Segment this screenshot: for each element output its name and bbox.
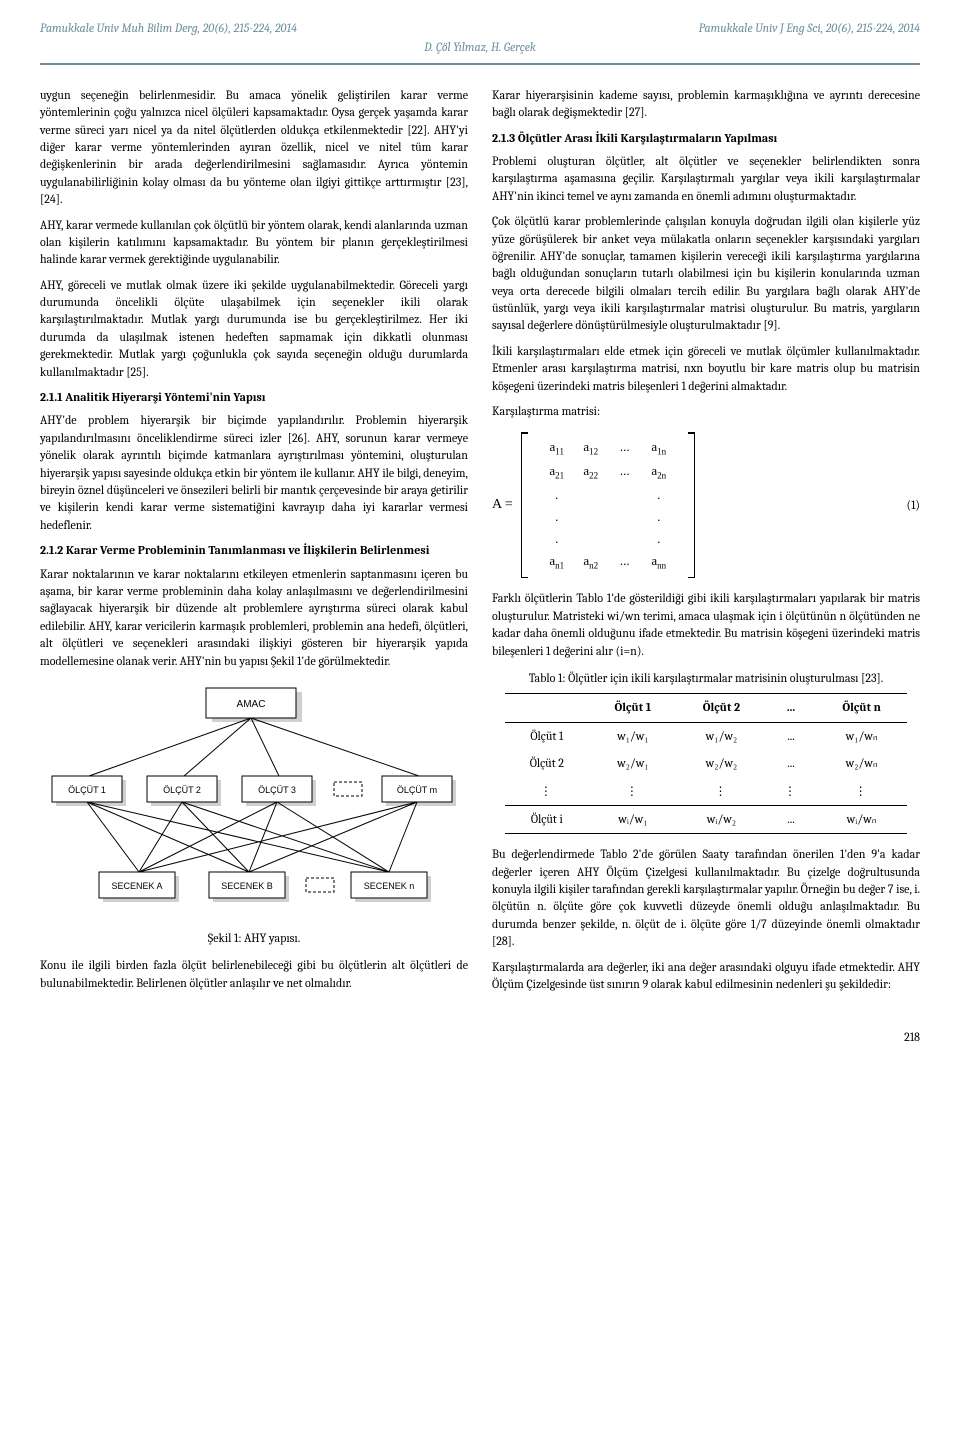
vdots: ⋮: [677, 778, 766, 806]
para: Bu değerlendirmede Tablo 2'de görülen Sa…: [492, 846, 920, 950]
equation-number: (1): [876, 497, 920, 514]
td: w₁/w₂: [677, 722, 766, 750]
criterion-2: ÖLÇÜT 2: [163, 785, 201, 795]
para: Problemi oluşturan ölçütler, alt ölçütle…: [492, 153, 920, 205]
td: wᵢ/w₂: [677, 805, 766, 833]
para: Karar noktalarının ve karar noktalarını …: [40, 566, 468, 670]
section-heading: 2.1.1 Analitik Hiyerarşi Yöntemi'nin Yap…: [40, 389, 468, 406]
para: AHY'de problem hiyerarşik bir biçimde ya…: [40, 412, 468, 534]
td: ...: [766, 750, 816, 777]
hierarchy-diagram: AMAC ÖLÇÜT 1 ÖLÇÜT 2: [44, 684, 464, 924]
td: Ölçüt 2: [505, 750, 589, 777]
figure-1-caption: Şekil 1: AHY yapısı.: [40, 930, 468, 947]
para: uygun seçeneğin belirlenmesidir. Bu amac…: [40, 87, 468, 209]
td: w₂/w₁: [589, 750, 677, 777]
option-n: SECENEK n: [364, 881, 415, 891]
author-names: D. Çöl Yılmaz, H. Gerçek: [40, 39, 920, 56]
table-1-pairwise-matrix: Ölçüt 1 Ölçüt 2 ... Ölçüt n Ölçüt 1 w₁/w…: [505, 693, 907, 834]
th: ...: [766, 694, 816, 722]
two-column-layout: uygun seçeneğin belirlenmesidir. Bu amac…: [40, 87, 920, 1002]
journal-ref-left: Pamukkale Univ Muh Bilim Derg, 20(6), 21…: [40, 20, 297, 37]
right-column: Karar hiyerarşisinin kademe sayısı, prob…: [492, 87, 920, 1002]
para: İkili karşılaştırmaları elde etmek için …: [492, 343, 920, 395]
td: Ölçüt i: [505, 805, 589, 833]
td: wᵢ/w₁: [589, 805, 677, 833]
td: wᵢ/wₙ: [816, 805, 907, 833]
td: w₂/wₙ: [816, 750, 907, 777]
th: [505, 694, 589, 722]
vdots: ⋮: [816, 778, 907, 806]
figure-1-ahy-hierarchy: AMAC ÖLÇÜT 1 ÖLÇÜT 2: [40, 684, 468, 947]
vdots: ⋮: [505, 778, 589, 806]
amac-label: AMAC: [237, 699, 266, 710]
criterion-3: ÖLÇÜT 3: [258, 785, 296, 795]
td: Ölçüt 1: [505, 722, 589, 750]
option-b: SECENEK B: [221, 881, 273, 891]
para: AHY, karar vermede kullanılan çok ölçütl…: [40, 217, 468, 269]
vdots: ⋮: [589, 778, 677, 806]
option-a: SECENEK A: [111, 881, 162, 891]
comparison-matrix: a11a12...a1n a21a22...a2n .. .. .. an1an…: [521, 432, 695, 578]
td: ...: [766, 722, 816, 750]
page-number: 218: [40, 1029, 920, 1046]
para: Konu ile ilgili birden fazla ölçüt belir…: [40, 957, 468, 992]
criterion-m: ÖLÇÜT m: [397, 785, 437, 795]
left-column: uygun seçeneğin belirlenmesidir. Bu amac…: [40, 87, 468, 1002]
para: AHY, göreceli ve mutlak olmak üzere iki …: [40, 277, 468, 381]
para: Karşılaştırmalarda ara değerler, iki ana…: [492, 959, 920, 994]
table-1-caption: Tablo 1: Ölçütler için ikili karşılaştır…: [492, 670, 920, 687]
running-header: Pamukkale Univ Muh Bilim Derg, 20(6), 21…: [40, 20, 920, 37]
td: w₂/w₂: [677, 750, 766, 777]
th: Ölçüt 1: [589, 694, 677, 722]
th: Ölçüt n: [816, 694, 907, 722]
section-heading: 2.1.2 Karar Verme Probleminin Tanımlanma…: [40, 542, 468, 559]
matrix-label: Karşılaştırma matrisi:: [492, 403, 920, 420]
criterion-1: ÖLÇÜT 1: [68, 785, 106, 795]
header-divider: [40, 63, 920, 65]
para: Karar hiyerarşisinin kademe sayısı, prob…: [492, 87, 920, 122]
para: Çok ölçütlü karar problemlerinde çalışıl…: [492, 213, 920, 335]
para: Farklı ölçütlerin Tablo 1'de gösterildiğ…: [492, 590, 920, 660]
equation-1: A = a11a12...a1n a21a22...a2n .. .. .. a…: [492, 432, 920, 578]
vdots: ⋮: [766, 778, 816, 806]
section-heading: 2.1.3 Ölçütler Arası İkili Karşılaştırma…: [492, 130, 920, 147]
td: w₁/wₙ: [816, 722, 907, 750]
td: w₁/w₁: [589, 722, 677, 750]
th: Ölçüt 2: [677, 694, 766, 722]
equation-lhs: A =: [492, 495, 513, 515]
journal-ref-right: Pamukkale Univ J Eng Sci, 20(6), 215-224…: [699, 20, 920, 37]
td: ...: [766, 805, 816, 833]
